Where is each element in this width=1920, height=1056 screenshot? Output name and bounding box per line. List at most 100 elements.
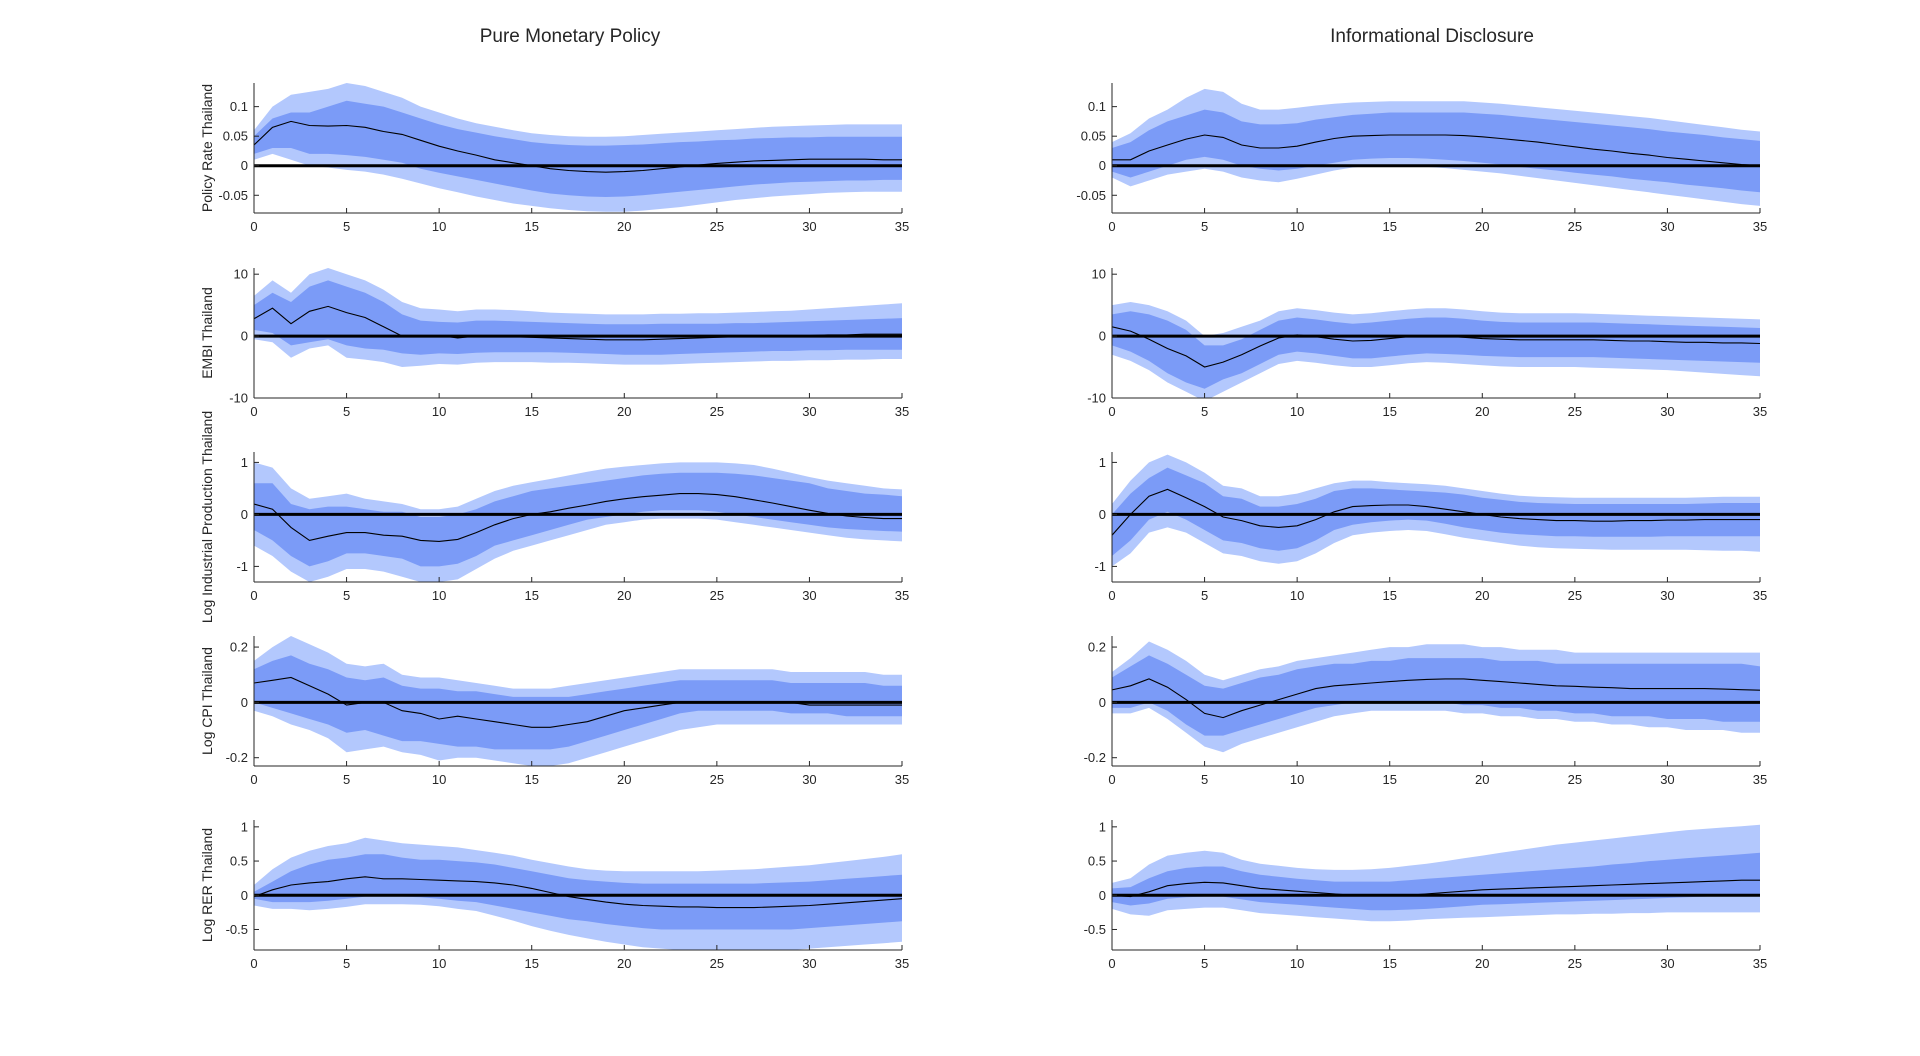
plot-area (1112, 824, 1760, 922)
x-tick-label: 20 (1475, 404, 1489, 419)
y-tick-label: -0.2 (226, 750, 248, 765)
x-tick-label: 5 (343, 956, 350, 971)
y-tick-label: 0 (1099, 888, 1106, 903)
x-tick-label: 20 (1475, 588, 1489, 603)
y-tick-label: 0.5 (1088, 854, 1106, 869)
x-tick-label: 30 (1660, 772, 1674, 787)
x-tick-label: 0 (1108, 956, 1115, 971)
y-tick-label: 0.2 (230, 640, 248, 655)
x-tick-label: 15 (1382, 404, 1396, 419)
band-68-percent (1112, 467, 1760, 556)
x-tick-label: 35 (1753, 588, 1767, 603)
x-tick-label: 10 (432, 219, 446, 234)
median-line (254, 493, 902, 542)
y-tick-label: 10 (1092, 267, 1106, 282)
plot-area (1112, 88, 1760, 206)
y-tick-label: 0.1 (230, 99, 248, 114)
x-tick-label: 30 (802, 219, 816, 234)
x-tick-label: 5 (343, 588, 350, 603)
x-tick-label: 10 (1290, 956, 1304, 971)
median-line (254, 876, 902, 909)
band-68-percent (254, 472, 902, 567)
y-tick-label: 0 (1099, 695, 1106, 710)
band-68-percent (1112, 311, 1760, 389)
x-tick-label: 35 (895, 219, 909, 234)
x-tick-label: 30 (1660, 588, 1674, 603)
x-tick-label: 30 (802, 956, 816, 971)
x-tick-label: 5 (343, 404, 350, 419)
x-tick-label: 25 (710, 956, 724, 971)
y-tick-label: 0 (241, 695, 248, 710)
x-tick-label: 0 (250, 404, 257, 419)
y-tick-label: 1 (1099, 455, 1106, 470)
y-tick-label: -0.05 (218, 188, 248, 203)
x-tick-label: 0 (250, 219, 257, 234)
x-tick-label: 0 (250, 956, 257, 971)
y-tick-label: -0.2 (1084, 750, 1106, 765)
y-tick-label: -1 (1094, 559, 1106, 574)
x-tick-label: 15 (1382, 956, 1396, 971)
y-tick-label: -0.5 (1084, 922, 1106, 937)
y-tick-label: 10 (234, 267, 248, 282)
x-tick-label: 25 (1568, 404, 1582, 419)
x-tick-label: 35 (1753, 219, 1767, 234)
band-68-percent (254, 100, 902, 197)
x-tick-label: 15 (524, 772, 538, 787)
y-tick-label: -0.5 (226, 922, 248, 937)
x-tick-label: 25 (1568, 772, 1582, 787)
y-axis-label: Log RER Thailand (199, 828, 215, 942)
plot-area (254, 837, 902, 950)
x-tick-label: 25 (710, 588, 724, 603)
x-tick-label: 35 (895, 588, 909, 603)
x-tick-label: 10 (432, 588, 446, 603)
x-tick-label: 25 (1568, 219, 1582, 234)
y-tick-label: 0 (241, 507, 248, 522)
y-axis-label: Policy Rate Thailand (199, 84, 215, 212)
irf-panel-r2-c1: 0 5 10 15 20 25 30 35-101 (1094, 452, 1767, 603)
x-tick-label: 10 (1290, 588, 1304, 603)
y-tick-label: 0 (241, 329, 248, 344)
x-tick-label: 10 (432, 404, 446, 419)
y-axis-label: Log CPI Thailand (199, 647, 215, 755)
median-line (254, 120, 902, 173)
y-tick-label: 1 (1099, 819, 1106, 834)
x-tick-label: 0 (250, 772, 257, 787)
column-title-pure-monetary-policy: Pure Monetary Policy (480, 26, 661, 47)
x-tick-label: 0 (1108, 588, 1115, 603)
y-tick-label: 0 (241, 888, 248, 903)
x-tick-label: 25 (710, 219, 724, 234)
x-tick-label: 20 (1475, 219, 1489, 234)
median-line (1112, 488, 1760, 536)
y-tick-label: 0.5 (230, 854, 248, 869)
x-tick-label: 15 (524, 588, 538, 603)
x-tick-label: 15 (1382, 588, 1396, 603)
x-tick-label: 5 (1201, 956, 1208, 971)
x-tick-label: 20 (617, 588, 631, 603)
y-tick-label: -10 (1087, 391, 1106, 406)
y-tick-label: 0.05 (1081, 129, 1106, 144)
x-tick-label: 0 (1108, 404, 1115, 419)
y-tick-label: 0.1 (1088, 99, 1106, 114)
x-tick-label: 5 (1201, 219, 1208, 234)
irf-panel-r4-c0: 0 5 10 15 20 25 30 35 -0.5 0 0.5 1 Log RER Thailand (199, 819, 909, 971)
x-tick-label: 0 (1108, 772, 1115, 787)
plot-area (1112, 454, 1760, 567)
x-tick-label: 35 (1753, 956, 1767, 971)
x-tick-label: 15 (524, 956, 538, 971)
x-tick-label: 35 (1753, 772, 1767, 787)
y-tick-label: 1 (241, 455, 248, 470)
x-tick-label: 5 (343, 219, 350, 234)
x-tick-label: 15 (1382, 219, 1396, 234)
x-tick-label: 20 (617, 956, 631, 971)
plot-area (254, 462, 902, 582)
x-tick-label: 35 (1753, 404, 1767, 419)
band-68-percent (254, 854, 902, 930)
y-tick-label: 0 (1099, 158, 1106, 173)
x-tick-label: 35 (895, 404, 909, 419)
y-tick-label: 0 (1099, 507, 1106, 522)
plot-area (1112, 302, 1760, 398)
irf-panel-r0-c1: 0 5 10 15 20 25 30 35 -0.05 0 0.05 0.1 (1076, 83, 1767, 234)
x-tick-label: 25 (710, 772, 724, 787)
x-tick-label: 10 (1290, 772, 1304, 787)
